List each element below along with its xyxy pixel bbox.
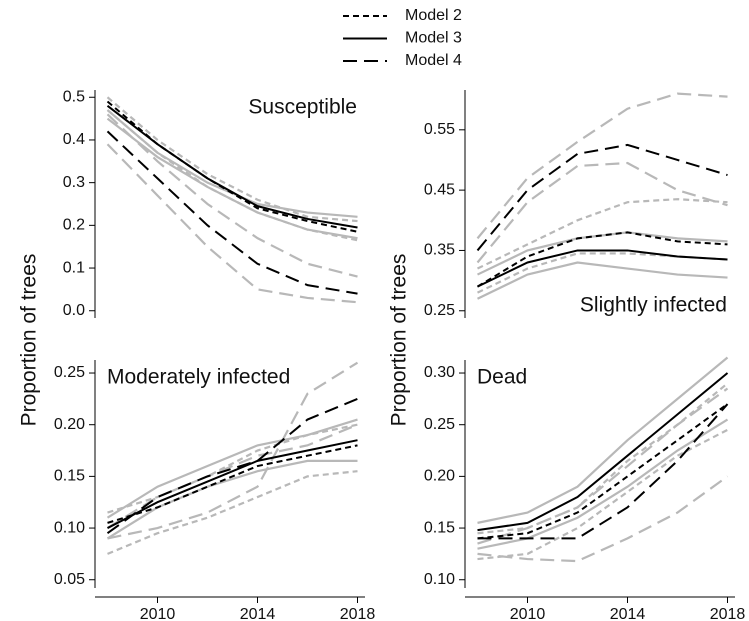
series-line (106, 96, 358, 223)
series-line (477, 231, 728, 276)
legend-label: Model 3 (405, 30, 462, 47)
y-tick-label: 0.25 (424, 416, 455, 433)
y-tick-label: 0.5 (63, 88, 85, 105)
series-line (477, 428, 729, 561)
series-line (477, 382, 729, 535)
y-tick-label: 0.20 (54, 416, 85, 433)
y-tick-label: 0.20 (424, 468, 455, 485)
x-tick-label: 2018 (710, 606, 746, 621)
series-line (106, 109, 358, 242)
y-tick-label: 0.45 (424, 181, 455, 198)
series-line (476, 161, 728, 264)
series-line (106, 105, 358, 229)
y-tick-label: 0.2 (63, 217, 85, 234)
series-line (476, 92, 728, 240)
series-line (477, 249, 728, 288)
series-line (477, 198, 728, 270)
series-line (106, 397, 358, 535)
series-line (477, 387, 729, 545)
legend-label: Model 4 (405, 52, 462, 69)
panel-title: Moderately infected (107, 366, 290, 389)
legend-label: Model 2 (405, 7, 462, 24)
series-line (477, 356, 729, 524)
series-line (477, 403, 729, 540)
series-line (107, 439, 358, 529)
series-line (477, 475, 729, 563)
y-tick-label: 0.30 (424, 364, 455, 381)
y-tick-label: 0.55 (424, 121, 455, 138)
series-line (476, 143, 728, 252)
panel-title: Slightly infected (580, 294, 727, 317)
y-tick-label: 0.15 (424, 519, 455, 536)
y-tick-label: 0.10 (424, 571, 455, 588)
series-line (477, 261, 728, 300)
panel-title: Dead (477, 366, 527, 389)
panel-title: Susceptible (248, 96, 357, 119)
series-line (477, 403, 729, 540)
x-tick-label: 2014 (610, 606, 646, 621)
series-line (107, 444, 358, 524)
y-tick-label: 0.25 (54, 364, 85, 381)
series-line (106, 113, 358, 278)
y-tick-label: 0.05 (54, 571, 85, 588)
y-tick-label: 0.1 (63, 259, 85, 276)
y-tick-label: 0.0 (63, 302, 85, 319)
series-line (106, 130, 358, 295)
series-line (476, 231, 728, 288)
y-axis-label: Proportion of trees (18, 254, 41, 427)
y-axis-label: Proportion of trees (388, 254, 411, 427)
y-tick-label: 0.15 (54, 468, 85, 485)
series-line (107, 470, 358, 555)
series-line (477, 418, 729, 550)
y-tick-label: 0.25 (424, 302, 455, 319)
series-line (106, 459, 358, 540)
x-tick-label: 2010 (510, 606, 546, 621)
series-line (477, 372, 729, 532)
x-tick-label: 2014 (240, 606, 276, 621)
series-line (106, 418, 358, 519)
series-line (477, 252, 728, 294)
series-line (106, 143, 358, 304)
y-tick-label: 0.35 (424, 242, 455, 259)
x-tick-label: 2010 (140, 606, 176, 621)
series-line (107, 361, 359, 540)
y-tick-label: 0.3 (63, 174, 85, 191)
x-tick-label: 2018 (340, 606, 376, 621)
y-tick-label: 0.10 (54, 519, 85, 536)
y-tick-label: 0.4 (63, 131, 85, 148)
